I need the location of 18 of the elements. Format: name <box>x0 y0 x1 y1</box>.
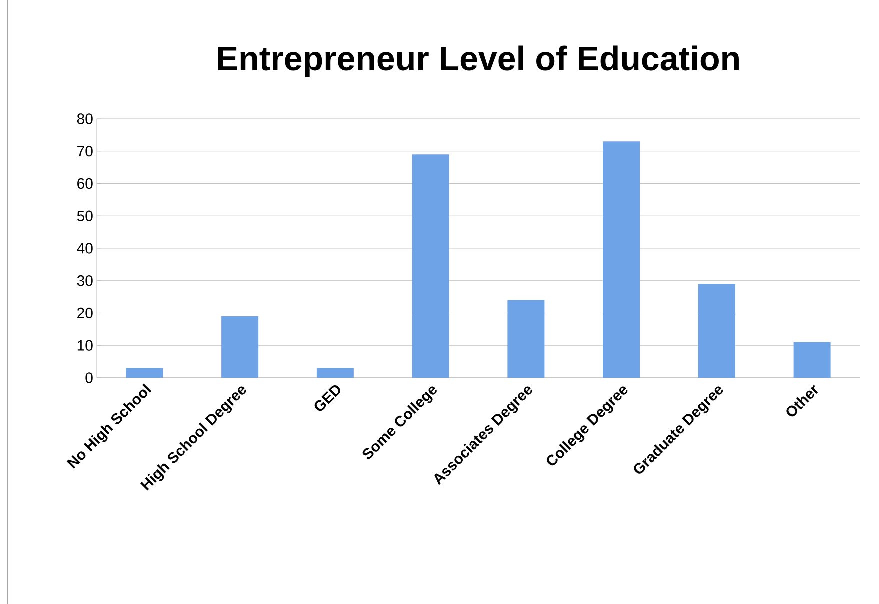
bar <box>222 316 259 378</box>
y-tick-label: 40 <box>77 243 93 254</box>
y-tick-label: 30 <box>77 276 93 286</box>
bar <box>126 368 164 378</box>
bar <box>698 284 736 378</box>
bar <box>603 142 640 378</box>
y-tick-label: 80 <box>77 114 93 124</box>
y-tick-label: 70 <box>78 146 93 157</box>
bar <box>794 342 831 378</box>
y-tick-label: 0 <box>86 372 93 384</box>
bar <box>412 154 450 378</box>
bar <box>316 368 354 378</box>
y-tick-label: 10 <box>78 340 93 351</box>
y-tick-label: 60 <box>78 178 93 190</box>
y-tick-label: 20 <box>78 308 93 319</box>
y-tick-label: 50 <box>77 210 93 222</box>
bar <box>508 300 545 378</box>
chart-title: Entrepreneur Level of Education <box>218 46 739 78</box>
